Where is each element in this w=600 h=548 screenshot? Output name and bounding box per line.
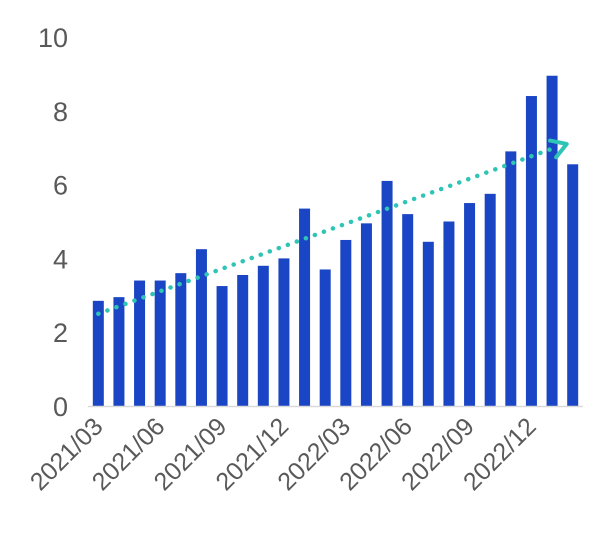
bar — [195, 249, 207, 406]
trendline-arrow-icon — [548, 138, 569, 160]
bar — [340, 239, 352, 406]
y-tick-label: 4 — [53, 244, 68, 274]
bar — [299, 208, 311, 406]
bar — [464, 203, 476, 406]
bar — [92, 300, 104, 406]
x-axis-ticks: 2021/032021/062021/092021/122022/032022/… — [25, 412, 542, 496]
bar — [175, 273, 187, 406]
bar — [134, 280, 146, 406]
bar — [422, 241, 434, 406]
bar-series — [92, 75, 579, 407]
y-tick-label: 6 — [53, 171, 68, 201]
bar — [505, 151, 517, 406]
y-tick-label: 2 — [53, 318, 68, 348]
bar — [257, 265, 269, 406]
bar — [443, 221, 455, 406]
bar — [402, 214, 414, 406]
y-tick-label: 0 — [53, 392, 68, 422]
bar — [546, 75, 558, 407]
y-tick-label: 8 — [53, 97, 68, 127]
bar — [154, 280, 166, 406]
bar — [567, 164, 579, 406]
bar — [216, 286, 228, 406]
y-axis-ticks: 0 2 4 6 8 10 — [38, 23, 68, 422]
bar — [113, 297, 125, 406]
trendline — [96, 138, 569, 316]
y-tick-label: 10 — [38, 23, 68, 53]
bar — [484, 193, 496, 406]
bar — [360, 223, 372, 406]
bar — [381, 180, 393, 406]
bar — [525, 96, 537, 406]
bar — [278, 258, 290, 406]
bar — [237, 275, 249, 406]
bar — [319, 269, 331, 406]
